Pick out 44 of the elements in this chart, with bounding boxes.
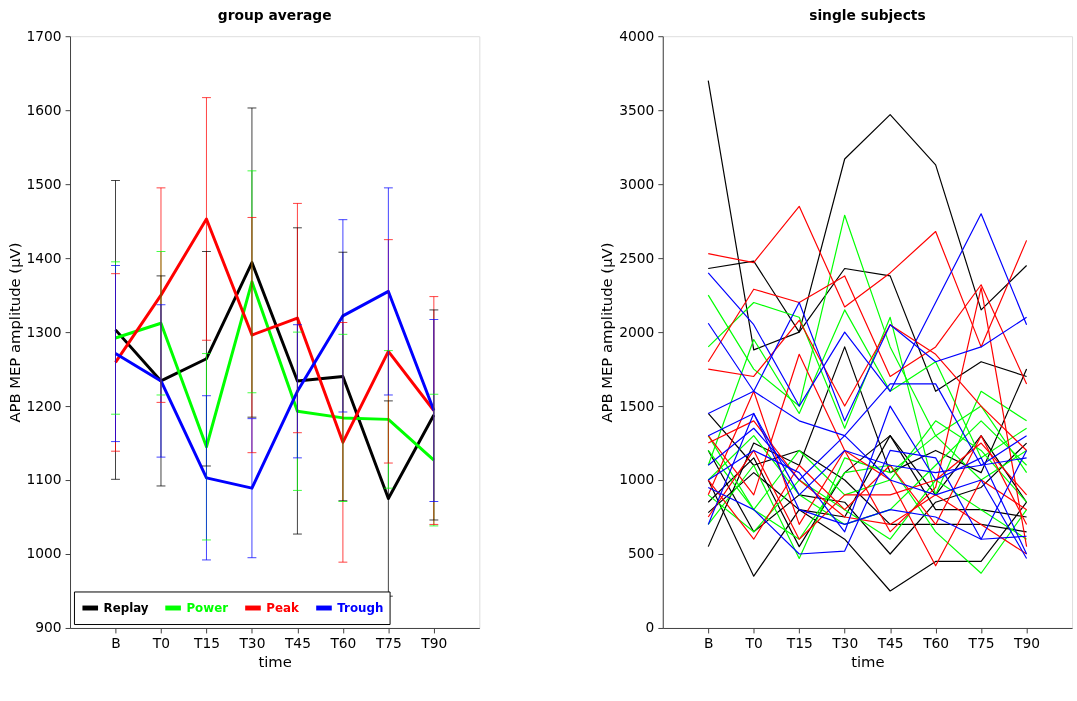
- chart-title: group average: [217, 7, 332, 24]
- y-tick-label: 1200: [26, 397, 62, 414]
- x-tick-label: T75: [967, 635, 995, 652]
- y-tick-label: 1600: [26, 101, 62, 118]
- y-tick-label: 2500: [619, 249, 655, 266]
- x-tick-label: B: [111, 635, 121, 652]
- y-tick-label: 3000: [619, 175, 655, 192]
- y-tick-label: 4000: [619, 27, 655, 44]
- y-axis-title: APB MEP amplitude (µV): [598, 242, 616, 423]
- legend-label: Trough: [337, 600, 384, 615]
- x-tick-label: T90: [1013, 635, 1041, 652]
- y-tick-label: 1000: [619, 471, 655, 488]
- y-tick-label: 900: [35, 619, 62, 636]
- x-tick-label: T90: [420, 635, 448, 652]
- x-tick-label: T45: [283, 635, 311, 652]
- y-axis-title: APB MEP amplitude (µV): [5, 242, 23, 423]
- y-tick-label: 500: [628, 545, 655, 562]
- y-tick-label: 0: [645, 619, 655, 636]
- x-tick-label: T0: [744, 635, 763, 652]
- x-tick-label: T15: [785, 635, 813, 652]
- x-tick-label: T45: [876, 635, 904, 652]
- x-tick-label: T0: [151, 635, 171, 652]
- y-tick-label: 1400: [26, 249, 62, 266]
- y-tick-label: 2000: [619, 323, 655, 340]
- legend-label: Peak: [266, 600, 300, 615]
- x-tick-label: T75: [374, 635, 402, 652]
- x-tick-label: T60: [329, 635, 357, 652]
- legend-label: Replay: [103, 600, 149, 615]
- y-tick-label: 1700: [26, 27, 62, 44]
- y-tick-label: 3500: [619, 101, 655, 118]
- x-tick-label: T30: [831, 635, 859, 652]
- x-tick-label: T60: [922, 635, 950, 652]
- x-axis-title: time: [258, 652, 292, 670]
- y-tick-label: 1300: [26, 323, 62, 340]
- y-tick-label: 1500: [26, 175, 62, 192]
- y-tick-label: 1500: [619, 397, 655, 414]
- x-axis-title: time: [851, 652, 885, 670]
- y-tick-label: 1100: [26, 471, 62, 488]
- legend-label: Power: [186, 600, 229, 615]
- x-tick-label: T30: [238, 635, 266, 652]
- y-tick-label: 1000: [26, 545, 62, 562]
- x-tick-label: B: [704, 635, 714, 652]
- chart-title: single subjects: [809, 7, 926, 24]
- x-tick-label: T15: [192, 635, 220, 652]
